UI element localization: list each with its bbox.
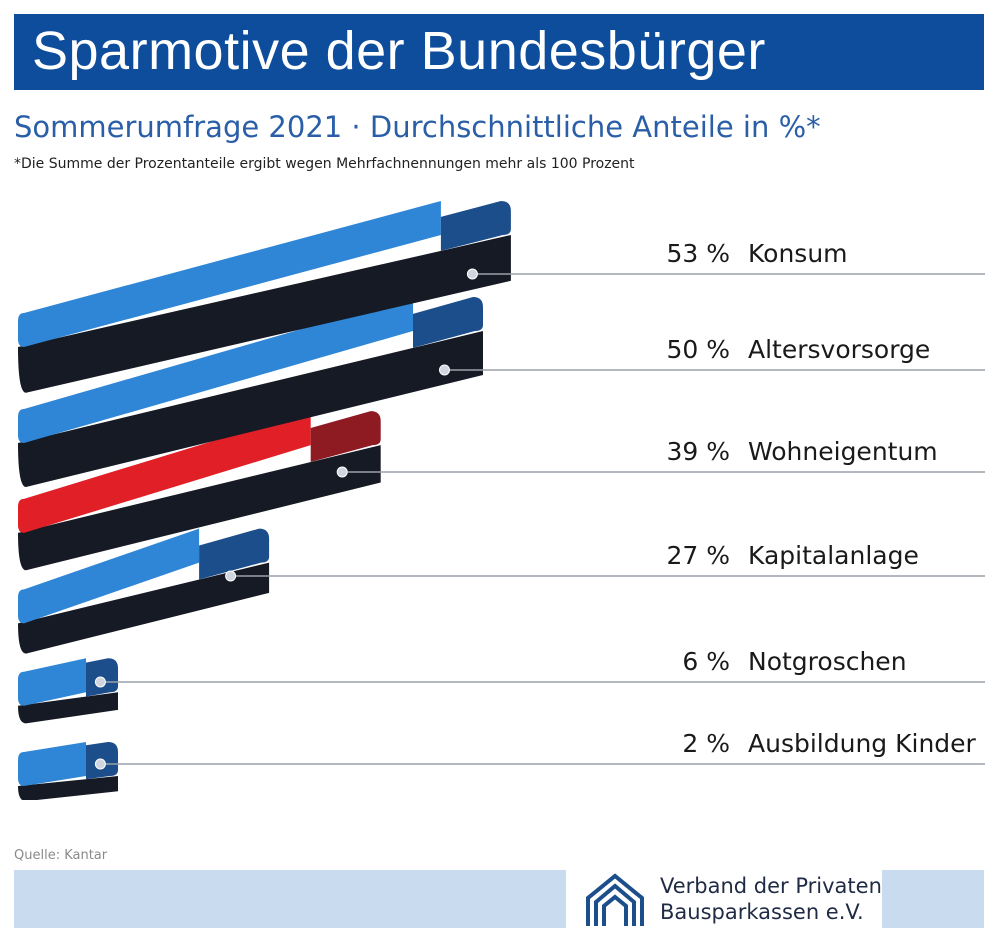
- value-label: 50 %: [666, 335, 730, 364]
- value-label: 53 %: [666, 239, 730, 268]
- org-name-line1: Verband der Privaten: [660, 874, 882, 898]
- bar-3: [18, 528, 270, 654]
- leader-dot: [225, 570, 237, 582]
- bar-2: [18, 411, 381, 571]
- bar-end-cap: [310, 411, 381, 463]
- bar-end-cap: [413, 297, 483, 348]
- bar-top-face: [18, 658, 86, 706]
- bar-5: [18, 742, 118, 800]
- bar-top-face: [18, 411, 311, 533]
- value-label: 6 %: [682, 647, 730, 676]
- value-label: 39 %: [666, 437, 730, 466]
- page-title: Sparmotive der Bundesbürger: [32, 21, 766, 81]
- bar-bottom-face: [18, 692, 118, 724]
- footer-band-left: [14, 870, 566, 928]
- source-note: Quelle: Kantar: [14, 848, 108, 863]
- category-label: Notgroschen: [748, 647, 907, 676]
- category-label: Konsum: [748, 239, 848, 268]
- houses-logo-icon: [586, 873, 644, 926]
- bar-chart: 2 % Ausbildung Kinder 6 % Notgroschen 27 % Ka…: [18, 201, 985, 800]
- category-label: Ausbildung Kinder: [748, 729, 977, 758]
- bar-bottom-face: [18, 331, 483, 487]
- bar-4: [18, 658, 118, 724]
- category-label: Wohneigentum: [748, 437, 938, 466]
- footnote: *Die Summe der Prozentanteile ergibt weg…: [14, 156, 635, 172]
- bar-end-cap: [440, 201, 511, 251]
- value-label: 2 %: [682, 729, 730, 758]
- bar-1: [18, 297, 483, 487]
- title-bar: Sparmotive der Bundesbürger: [14, 14, 984, 90]
- bar-top-face: [18, 297, 413, 443]
- chart-subtitle: Sommerumfrage 2021 · Durchschnittliche A…: [14, 110, 821, 144]
- bar-bottom-face: [18, 445, 381, 571]
- bar-top-face: [18, 742, 86, 786]
- leader-dot: [466, 268, 478, 280]
- leader-dot: [94, 676, 106, 688]
- bar-top-face: [18, 528, 200, 624]
- bar-bottom-face: [18, 562, 270, 654]
- category-label: Altersvorsorge: [748, 335, 930, 364]
- bar-bottom-face: [18, 235, 511, 393]
- bar-bottom-face: [18, 776, 118, 800]
- category-label: Kapitalanlage: [748, 541, 919, 570]
- leader-dot: [336, 466, 348, 478]
- org-name-line2: Bausparkassen e.V.: [660, 900, 864, 924]
- bar-top-face: [18, 201, 441, 347]
- bar-0: [18, 201, 511, 393]
- leader-dot: [94, 758, 106, 770]
- footer-band-right: [882, 870, 984, 928]
- leader-dot: [439, 364, 450, 376]
- bar-end-cap: [199, 528, 270, 580]
- value-label: 27 %: [666, 541, 730, 570]
